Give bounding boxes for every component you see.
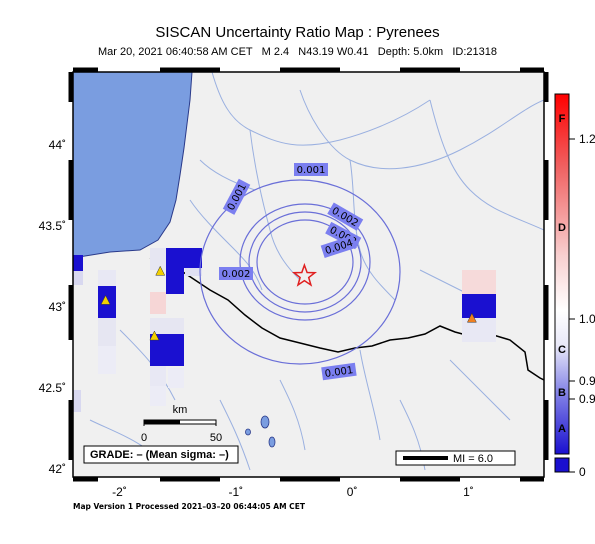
grade-text: GRADE: – (Mean sigma: –) — [90, 449, 229, 461]
uncertainty-cell — [98, 270, 116, 286]
colorbar-value-label: 0 — [579, 465, 586, 479]
station-triangle-icon — [149, 330, 160, 341]
uncertainty-cell — [73, 255, 83, 271]
latitude-label: 42.5˚ — [39, 381, 66, 395]
grade-letter: F — [559, 113, 566, 125]
latitude-label: 42˚ — [49, 462, 66, 476]
uncertainty-cell — [150, 366, 166, 386]
uncertainty-cell — [150, 292, 166, 314]
latitude-labels: 44˚ 43.5˚ 43˚ 42.5˚ 42˚ — [39, 138, 66, 476]
grade-letter: A — [558, 423, 566, 435]
grade-letter: B — [558, 387, 566, 399]
uncertainty-cells — [73, 248, 496, 412]
uncertainty-contours — [199, 179, 401, 365]
lakes — [245, 415, 276, 448]
contour-label: 0.001 — [321, 362, 357, 381]
uncertainty-cell — [168, 368, 184, 388]
stations — [100, 265, 477, 341]
colorbar-value-label: 0.9 — [579, 374, 595, 388]
frame-checker — [68, 67, 549, 482]
colorbar-value-label: 1.2 — [579, 132, 595, 146]
latitude-label: 43˚ — [49, 300, 66, 314]
grade-letter: C — [558, 344, 566, 356]
colorbar-value-label: 0.9 — [579, 392, 595, 406]
latitude-label: 43.5˚ — [39, 219, 66, 233]
contour-label-text: 0.001 — [324, 365, 354, 380]
scale-label-start: 0 — [141, 432, 147, 444]
longitude-label: -2˚ — [112, 485, 127, 499]
uncertainty-cell — [98, 346, 116, 374]
uncertainty-cell — [73, 390, 81, 412]
station-triangle-icon — [100, 294, 111, 305]
longitude-label: 1˚ — [463, 485, 474, 499]
event-info: Mar 20, 2021 06:40:58 AM CET M 2.4 N43.1… — [97, 46, 498, 58]
contour-label: 0.002 — [219, 267, 253, 280]
scale-label-end: 50 — [210, 432, 222, 444]
longitude-label: 0˚ — [347, 485, 358, 499]
uncertainty-cell — [185, 268, 202, 276]
longitude-labels: -2˚ -1˚ 0˚ 1˚ — [112, 485, 474, 499]
uncertainty-cell — [166, 268, 184, 294]
uncertainty-cell — [98, 318, 116, 346]
station-triangle-icon — [155, 265, 166, 276]
contour-label-text: 0.002 — [222, 269, 251, 280]
epicenter — [291, 262, 318, 287]
sea-bay-of-biscay — [73, 72, 193, 259]
uncertainty-cell — [462, 294, 496, 318]
uncertainty-cell — [462, 270, 496, 294]
uncertainty-cell — [150, 386, 166, 406]
mi-label: MI = 6.0 — [453, 453, 493, 465]
colorbar: F D C B A 1.2 1.0 0.9 0.9 0 — [554, 93, 595, 479]
national-border — [149, 257, 544, 381]
rivers — [89, 72, 544, 471]
uncertainty-cell — [166, 248, 202, 268]
latitude-label: 44˚ — [49, 138, 66, 152]
uncertainty-cell — [150, 318, 184, 334]
grade-letter: D — [558, 222, 566, 234]
uncertainty-cell — [150, 248, 166, 270]
map-footer: Map Version 1 Processed 2021–03–20 06:44… — [73, 502, 305, 511]
scale-bar: km 0 50 — [141, 404, 222, 444]
contour-label: 0.001 — [294, 163, 328, 176]
mi-legend: MI = 6.0 — [395, 450, 516, 466]
uncertainty-cell — [462, 318, 496, 342]
longitude-label: -1˚ — [228, 485, 243, 499]
grade-legend: GRADE: – (Mean sigma: –) — [83, 445, 239, 464]
uncertainty-cell — [73, 271, 83, 285]
station-triangle-icon — [466, 312, 477, 323]
colorbar-value-label: 1.0 — [579, 312, 595, 326]
star-icon — [291, 262, 318, 287]
map-title: SISCAN Uncertainty Ratio Map : Pyrenees — [155, 24, 440, 41]
contour-label-text: 0.001 — [297, 165, 326, 176]
scale-unit: km — [173, 404, 188, 416]
